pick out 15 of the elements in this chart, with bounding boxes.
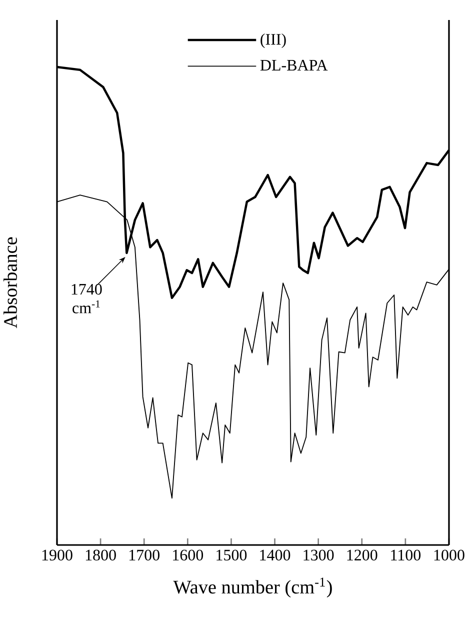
annotation: 1740 cm$^{-1}$ bbox=[72, 284, 102, 314]
y-axis-title: Absorbance bbox=[4, 237, 18, 328]
x-tick-label: 1900 bbox=[42, 550, 72, 560]
x-tick-label: 1800 bbox=[86, 550, 116, 560]
x-axis-title: Wave number (cm$^{-1}$) bbox=[173, 578, 332, 598]
x-tick-label: 1400 bbox=[260, 550, 290, 560]
x-tick-label: 1300 bbox=[304, 550, 334, 560]
x-tick-label: 1000 bbox=[434, 550, 464, 560]
legend-label: (III) bbox=[260, 33, 286, 48]
x-tick-label: 1700 bbox=[130, 550, 160, 560]
x-tick-label: 1500 bbox=[216, 550, 247, 560]
x-tick-label: 1100 bbox=[391, 550, 421, 560]
x-tick-label: 1200 bbox=[347, 550, 378, 560]
x-tick-label: 1600 bbox=[173, 550, 204, 560]
legend-label: DL-BAPA bbox=[260, 60, 328, 71]
